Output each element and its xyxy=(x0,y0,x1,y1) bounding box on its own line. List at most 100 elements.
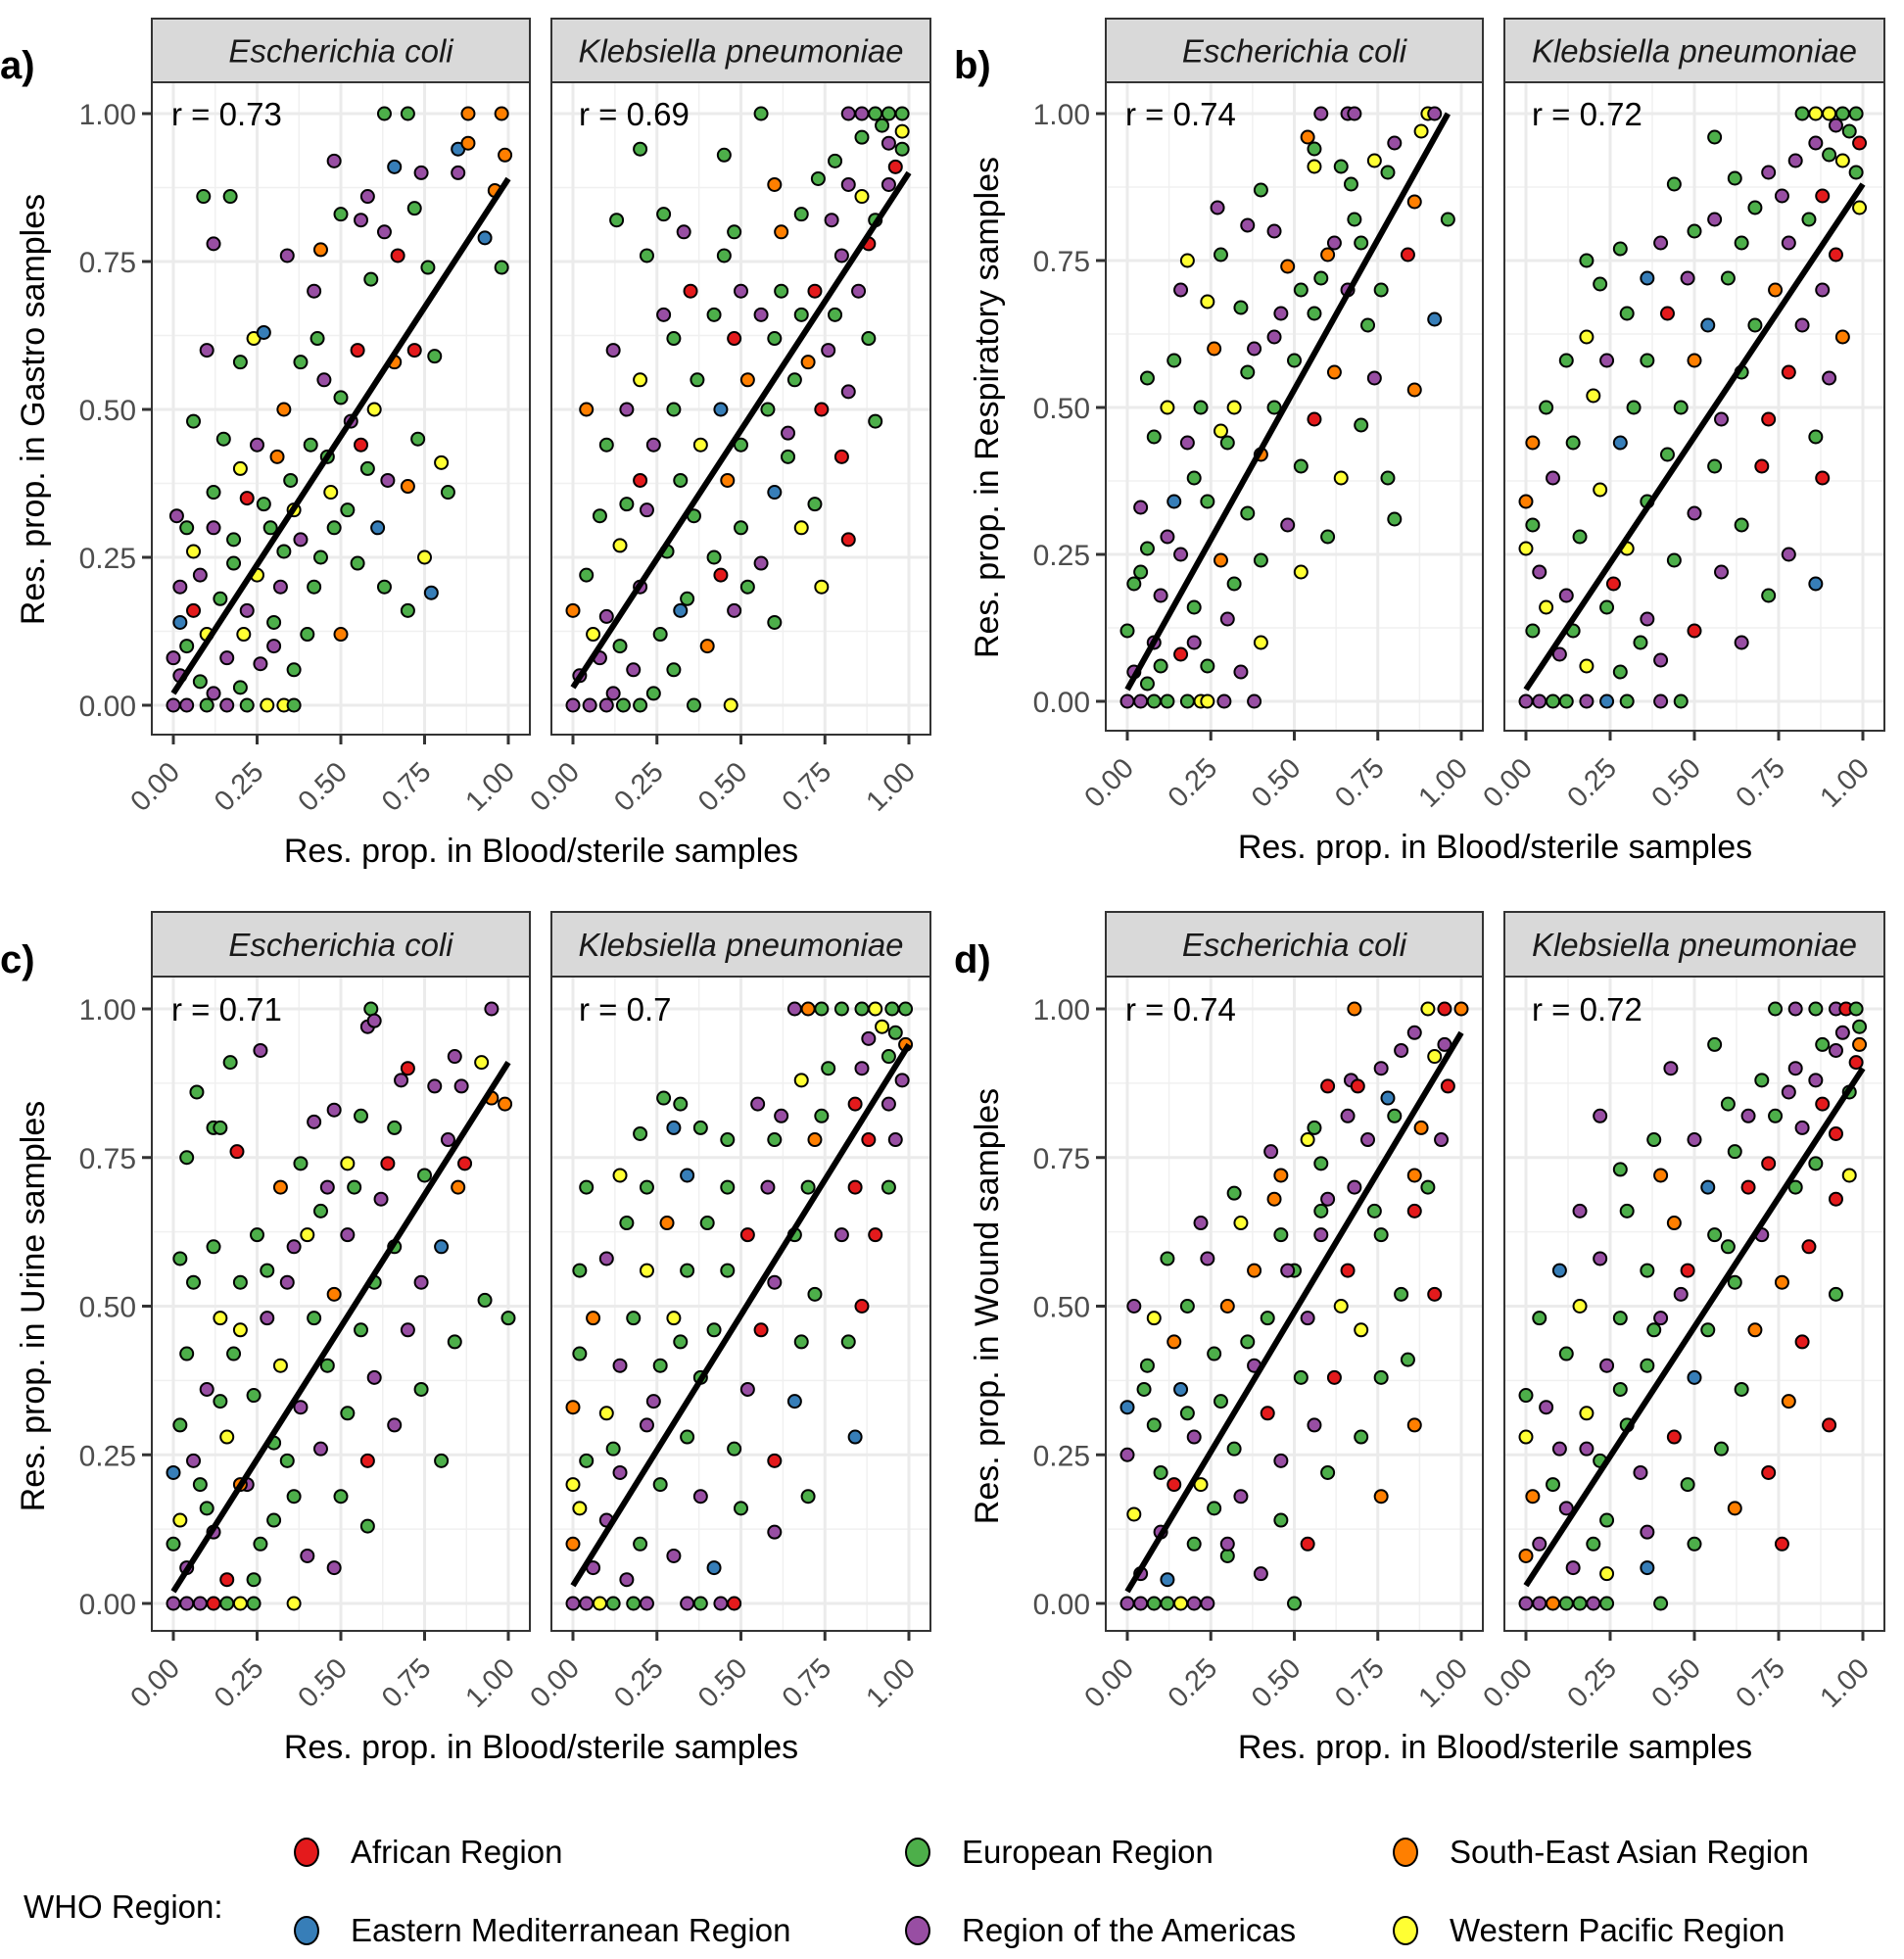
data-point xyxy=(793,307,809,322)
data-point xyxy=(1136,1381,1152,1397)
data-point xyxy=(1546,693,1561,709)
data-point xyxy=(406,343,422,358)
data-point xyxy=(1340,1263,1356,1278)
data-point xyxy=(1551,1441,1567,1457)
data-point xyxy=(312,242,328,258)
data-point xyxy=(253,656,268,672)
data-point xyxy=(366,402,382,417)
data-point xyxy=(423,585,439,600)
data-point xyxy=(1848,106,1864,121)
data-point xyxy=(854,1061,870,1076)
facet-strip xyxy=(550,911,931,978)
data-point xyxy=(1640,353,1655,368)
data-point xyxy=(440,485,455,501)
data-point xyxy=(1640,1560,1655,1576)
data-point xyxy=(192,567,208,583)
data-point xyxy=(1781,1084,1796,1100)
data-point xyxy=(1720,1096,1736,1112)
data-point xyxy=(239,602,255,618)
panel-label: c) xyxy=(0,938,35,981)
data-point xyxy=(793,520,809,536)
data-point xyxy=(1326,364,1342,380)
data-point xyxy=(1558,693,1574,709)
data-point xyxy=(1320,247,1336,263)
data-point xyxy=(680,1596,695,1611)
data-point xyxy=(1640,611,1655,627)
data-point xyxy=(592,508,607,524)
data-point xyxy=(1841,123,1857,139)
data-point xyxy=(598,608,614,624)
data-point xyxy=(1834,1025,1850,1040)
data-point xyxy=(1761,1464,1777,1480)
data-point xyxy=(1200,658,1215,674)
data-point xyxy=(1300,1311,1315,1326)
data-point xyxy=(1619,693,1635,709)
data-point xyxy=(1173,547,1189,562)
data-point xyxy=(1213,247,1228,263)
data-point xyxy=(1179,435,1195,451)
data-point xyxy=(652,627,668,643)
data-point xyxy=(307,579,322,595)
data-point xyxy=(1801,1239,1817,1255)
data-point xyxy=(1333,1299,1349,1314)
facet-e-coli: Escherichia coli r = 0.71 0.00 0.25 0.50 0.75… xyxy=(79,911,531,1714)
facet-e-coli: Escherichia coli r = 0.73 0.00 0.25 0.50 0.75… xyxy=(79,18,531,818)
data-point xyxy=(219,1429,235,1445)
data-point xyxy=(666,402,682,417)
data-point xyxy=(1146,1596,1162,1611)
data-point xyxy=(1350,1078,1365,1094)
legend-label: European Region xyxy=(962,1834,1214,1870)
data-point xyxy=(293,1156,309,1171)
data-point xyxy=(1253,1566,1268,1582)
data-point xyxy=(1453,1001,1469,1017)
data-point xyxy=(1273,1227,1289,1243)
data-point xyxy=(1707,212,1723,227)
x-axis-title: Res. prop. in Blood/sterile samples xyxy=(284,833,798,870)
data-point xyxy=(884,1001,900,1017)
data-point xyxy=(894,106,910,121)
data-point xyxy=(1413,1120,1429,1135)
data-point xyxy=(656,307,672,322)
data-point xyxy=(1406,1168,1422,1183)
data-point xyxy=(413,1274,429,1290)
data-point xyxy=(1160,1596,1175,1611)
data-point xyxy=(1333,159,1349,174)
data-point xyxy=(1518,541,1534,556)
x-axis-title: Res. prop. in Blood/sterile samples xyxy=(1238,1729,1752,1766)
data-point xyxy=(1186,1596,1202,1611)
data-point xyxy=(673,1096,689,1112)
data-point xyxy=(1518,693,1534,709)
data-point xyxy=(833,1227,849,1243)
data-point xyxy=(680,1429,695,1445)
data-point xyxy=(172,1251,188,1266)
data-point xyxy=(1406,1025,1422,1040)
y-tick-label: 0.00 xyxy=(1033,687,1090,719)
data-point xyxy=(166,1464,181,1480)
data-point xyxy=(460,106,476,121)
data-point xyxy=(1406,194,1422,210)
data-point xyxy=(1707,129,1723,145)
x-tick-label: 0.50 xyxy=(1246,752,1308,814)
y-axis-title: Res. prop. in Respiratory samples xyxy=(969,157,1006,658)
data-point xyxy=(420,260,436,275)
data-point xyxy=(1434,1132,1450,1148)
data-point xyxy=(1186,599,1202,615)
data-point xyxy=(1320,1191,1336,1207)
data-point xyxy=(626,1596,642,1611)
data-point xyxy=(1420,1001,1436,1017)
x-tick-label: 0.00 xyxy=(524,1652,586,1714)
data-point xyxy=(266,614,282,630)
data-point xyxy=(1200,494,1215,509)
data-point xyxy=(1307,1417,1322,1433)
data-point xyxy=(1233,664,1249,680)
data-point xyxy=(1761,588,1777,603)
data-point xyxy=(1307,411,1322,427)
data-point xyxy=(656,1090,672,1106)
y-tick-label: 1.00 xyxy=(79,994,136,1027)
data-point xyxy=(727,1596,742,1611)
data-point xyxy=(1440,212,1455,227)
legend-item-eastern-mediterranean: Eastern Mediterranean Region xyxy=(294,1912,790,1949)
data-point xyxy=(340,1227,356,1243)
data-point xyxy=(359,460,375,476)
data-point xyxy=(484,1001,500,1017)
